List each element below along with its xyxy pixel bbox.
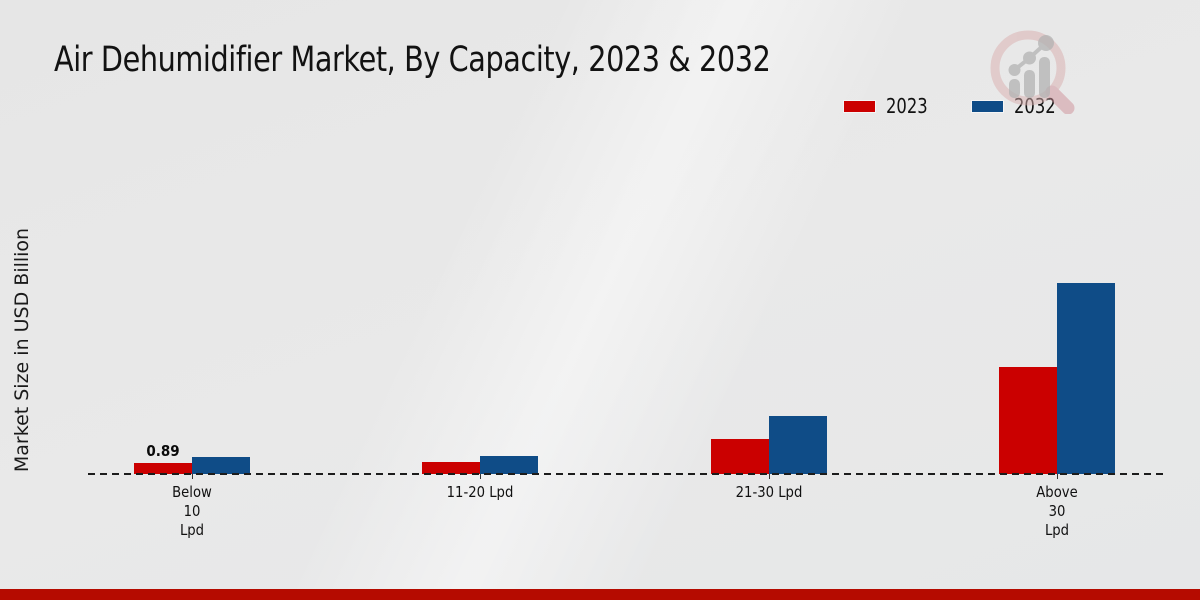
- x-tick-label-below-10-lpd: Below 10 Lpd: [172, 483, 212, 539]
- x-tick-label-11-20-lpd: 11-20 Lpd: [446, 483, 514, 501]
- legend-swatch-2023: [843, 99, 876, 113]
- x-axis-baseline: [88, 473, 1165, 475]
- bar-2023-21-30-lpd: [711, 439, 769, 474]
- chart-title: Air Dehumidifier Market, By Capacity, 20…: [54, 40, 771, 80]
- legend-item-2023: 2023: [843, 94, 937, 118]
- bar-2032-21-30-lpd: [769, 416, 827, 474]
- legend-label-2023: 2023: [886, 94, 928, 118]
- plot-area: 0.89: [88, 144, 1165, 474]
- bar-2023-below-10-lpd: [134, 463, 192, 474]
- bar-2032-11-20-lpd: [480, 455, 538, 474]
- bar-group-21-30-lpd: [711, 144, 827, 474]
- y-axis-label: Market Size in USD Billion: [11, 227, 33, 473]
- bar-2023-11-20-lpd: [422, 461, 480, 474]
- bar-value-label-2023-below-10-lpd: 0.89: [146, 442, 180, 461]
- magnifier-bar-chart-logo-icon: [990, 30, 1075, 114]
- footer-accent-strip: [0, 589, 1200, 600]
- bar-2023-above-30-lpd: [999, 366, 1057, 474]
- x-tick-label-above-30-lpd: Above 30 Lpd: [1036, 483, 1078, 539]
- x-tick-21-30-lpd: [769, 474, 770, 479]
- bar-2032-above-30-lpd: [1057, 282, 1115, 474]
- x-tick-above-30-lpd: [1057, 474, 1058, 479]
- x-tick-label-21-30-lpd: 21-30 Lpd: [735, 483, 803, 501]
- bar-2032-below-10-lpd: [192, 457, 250, 474]
- x-tick-below-10-lpd: [192, 474, 193, 479]
- bar-group-11-20-lpd: [422, 144, 538, 474]
- legend-swatch-2032: [970, 99, 1004, 113]
- bar-group-above-30-lpd: [999, 144, 1115, 474]
- x-tick-11-20-lpd: [480, 474, 481, 479]
- bar-group-below-10-lpd: 0.89: [134, 144, 250, 474]
